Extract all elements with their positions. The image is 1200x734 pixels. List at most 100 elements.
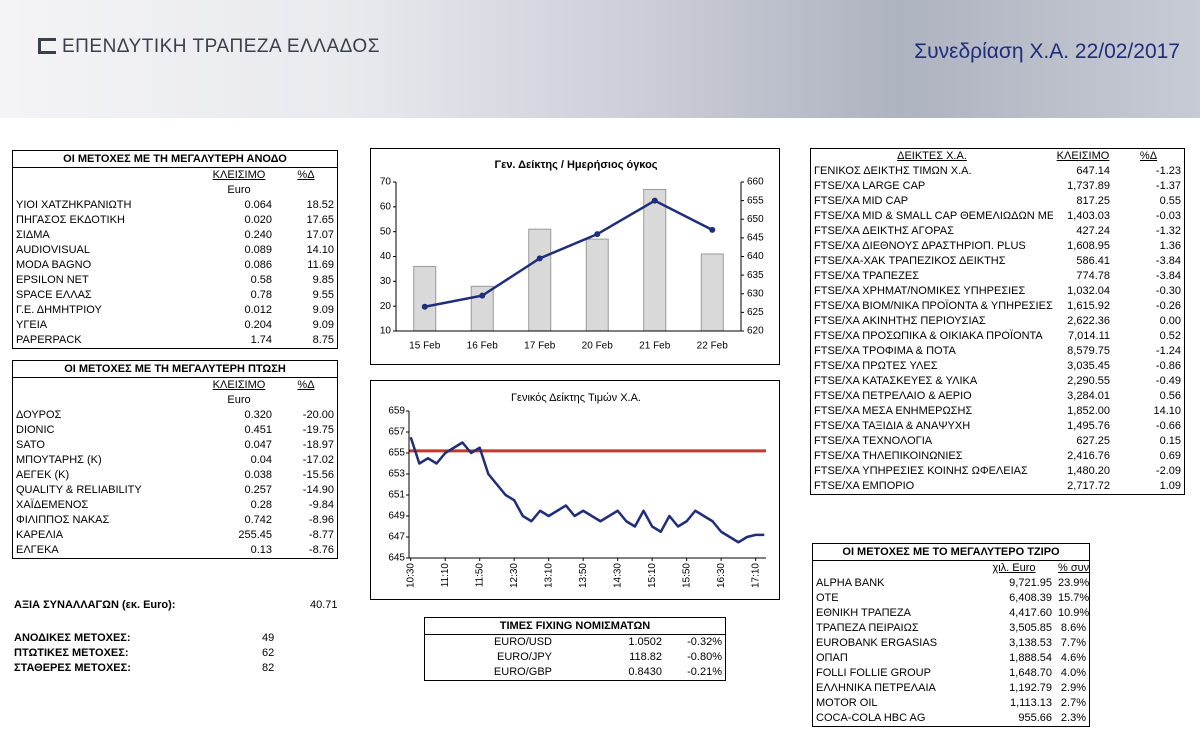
table-cell: 0.257 — [244, 484, 272, 496]
table-cell: 8,579.75 — [1067, 345, 1110, 357]
table-cell: 1,495.76 — [1067, 420, 1110, 432]
header-row: ΚΛΕΙΣΙΜΟ %Δ — [13, 168, 337, 183]
table-cell: EURO/JPY — [496, 651, 552, 663]
table-cell: FTSE/XA ΤΕΧΝΟΛΟΓΙΑ — [814, 435, 933, 447]
x-tick-label: 15 Feb — [409, 341, 441, 352]
table-cell: 1.74 — [250, 334, 272, 346]
table-cell: PAPERPACK — [16, 334, 82, 346]
table-cell: 1,888.54 — [1009, 652, 1052, 664]
table-row: ΣΙΔΜΑ 0.240 17.07 — [13, 228, 337, 243]
table: TIMEΣ FIXING ΝΟΜΙΣΜΑΤΩΝ EURO/USD 1.0502 -0.… — [424, 617, 726, 681]
header-row: ΔΕΙΚΤΕΣ Χ.Α. ΚΛΕΙΣΙΜΟ %Δ — [811, 149, 1184, 164]
table-cell: FTSE/XA ΠΡΟΣΩΠΙΚΑ & ΟΙΚΙΑΚΑ ΠΡΟΪΟΝΤΑ — [814, 330, 1043, 342]
table-cell: 817.25 — [1076, 195, 1110, 207]
table-cell: ΚΑΡΕΛΙΑ — [16, 529, 64, 541]
table-cell: 627.25 — [1076, 435, 1110, 447]
table-cell: -8.96 — [308, 514, 334, 526]
y-tick-label: 647 — [388, 532, 405, 543]
table-cell: Γ.Ε. ΔΗΜΗΤΡΙΟΥ — [16, 304, 102, 316]
table-row: FTSE/XA ΔΕΙΚΤΗΣ ΑΓΟΡΑΣ 427.24 -1.32 — [811, 224, 1184, 239]
table-row: FTSE/XA ΧΡΗΜΑΤ/ΝΟΜΙΚΕΣ ΥΠΗΡΕΣΙΕΣ 1,032.04… — [811, 284, 1184, 299]
table-cell: 0.020 — [244, 214, 272, 226]
table-cell: 1,615.92 — [1067, 300, 1110, 312]
table-row: ΕΘΝΙΚΗ ΤΡΑΠΕΖΑ 4,417.60 10.9% — [813, 606, 1089, 621]
table-cell: FTSE/XA ΠΕΤΡΕΛΑΙΟ & ΑΕΡΙΟ — [814, 390, 972, 402]
table-cell: ΑΕΓΕΚ (Κ) — [16, 469, 70, 481]
table-cell: 2,622.36 — [1067, 315, 1110, 327]
stat-label: ΑΝΟΔΙΚΕΣ ΜΕΤΟΧΕΣ: — [14, 632, 131, 644]
table-cell: FTSE/XA ΑΚΙΝΗΤΗΣ ΠΕΡΙΟΥΣΙΑΣ — [814, 315, 986, 327]
table-row: ΦΙΛΙΠΠΟΣ ΝΑΚΑΣ 0.742 -8.96 — [13, 513, 337, 528]
x-tick-label: 22 Feb — [697, 341, 729, 352]
table-cell: 0.78 — [250, 289, 272, 301]
table-cell: ΜΠΟΥΤΑΡΗΣ (Κ) — [16, 454, 102, 466]
table-title: ΟΙ ΜΕΤΟΧΕΣ ΜΕ ΤΗ ΜΕΓΑΛΥΤΕΡΗ ΑΝΟΔΟ — [13, 151, 337, 168]
table-cell: -2.09 — [1155, 465, 1181, 477]
table-cell: 0.240 — [244, 229, 272, 241]
header-row: ΚΛΕΙΣΙΜΟ %Δ — [13, 378, 337, 393]
x-tick-label: 17 Feb — [524, 341, 556, 352]
table-row: FTSE/XA ΚΑΤΑΣΚΕΥΕΣ & ΥΛΙΚΑ 2,290.55 -0.49 — [811, 374, 1184, 389]
unit-row: Euro — [13, 393, 337, 408]
y2-tick-label: 625 — [747, 307, 764, 318]
table-cell: 14.10 — [306, 244, 334, 256]
table-cell: 0.69 — [1159, 450, 1181, 462]
y-tick-label: 645 — [388, 553, 405, 564]
table-cell: 7,014.11 — [1067, 330, 1110, 342]
stat-value: 62 — [262, 647, 275, 659]
table-cell: 2.3% — [1060, 712, 1086, 724]
x-tick-label: 15:10 — [647, 563, 658, 588]
table-row: QUALITY & RELIABILITY 0.257 -14.90 — [13, 483, 337, 498]
table-cell: 1,403.03 — [1067, 210, 1110, 222]
table-cell: FTSE/XA LARGE CAP — [814, 180, 926, 192]
table-cell: FTSE/XA ΥΠΗΡΕΣΙΕΣ ΚΟΙΝΗΣ ΩΦΕΛΕΙΑΣ — [814, 465, 1028, 477]
unit-label: Euro — [227, 394, 251, 406]
table-cell: ALPHA BANK — [816, 577, 885, 589]
table-cell: 3,035.45 — [1067, 360, 1110, 372]
line — [424, 199, 713, 309]
table-title: ΟΙ ΜΕΤΟΧΕΣ ΜΕ ΤΗ ΜΕΓΑΛΥΤΕΡΗ ΠΤΩΣΗ — [13, 361, 337, 378]
column-header: ΚΛΕΙΣΙΜΟ — [212, 169, 266, 181]
table-row: ΧΑΪΔΕΜΕΝΟΣ 0.28 -9.84 — [13, 498, 337, 513]
table-cell: EPSILON NET — [16, 274, 89, 286]
table-row: FTSE/XA-XAK ΤΡΑΠΕΖΙΚΟΣ ΔΕΙΚΤΗΣ 586.41 -3.8… — [811, 254, 1184, 269]
y2-tick-label: 620 — [747, 326, 764, 337]
table-cell: 11.69 — [307, 259, 334, 271]
table-cell: FTSE/XA MID CAP — [814, 195, 909, 207]
y-tick-label: 10 — [380, 326, 392, 337]
table-row: ΜΠΟΥΤΑΡΗΣ (Κ) 0.04 -17.02 — [13, 453, 337, 468]
y-tick-label: 60 — [380, 201, 392, 212]
table-cell: MOTOR OIL — [816, 697, 878, 709]
chart-title: Γεν. Δείκτης / Ημερήσιος όγκος — [494, 159, 657, 171]
table-cell: ΥΙΟΙ ΧΑΤΖΗΚΡΑΝΙΩΤΗ — [16, 199, 132, 211]
table-cell: EURO/USD — [493, 636, 552, 648]
table-cell: 0.15 — [1159, 435, 1181, 447]
y2-tick-label: 650 — [747, 214, 764, 225]
table-row: ΠΗΓΑΣΟΣ ΕΚΔΟΤΙΚΗ 0.020 17.65 — [13, 213, 337, 228]
column-header: %Δ — [297, 379, 315, 391]
column-header: % συν. — [1058, 562, 1089, 574]
table-cell: 0.28 — [250, 499, 272, 511]
table-cell: 0.00 — [1159, 315, 1181, 327]
table-row: FTSE/XA ΤΡΑΠΕΖΕΣ 774.78 -3.84 — [811, 269, 1184, 284]
table-cell: 0.742 — [244, 514, 272, 526]
y-tick-label: 70 — [380, 177, 392, 188]
table-row: FTSE/XA ΤΡΟΦΙΜΑ & ΠΟΤΑ 8,579.75 -1.24 — [811, 344, 1184, 359]
y2-tick-label: 640 — [747, 251, 764, 262]
table-row: PAPERPACK 1.74 8.75 — [13, 333, 337, 348]
table-title: TIMEΣ FIXING ΝΟΜΙΣΜΑΤΩΝ — [425, 618, 725, 635]
table-row: FTSE/XA ΠΕΤΡΕΛΑΙΟ & ΑΕΡΙΟ 3,284.01 0.56 — [811, 389, 1184, 404]
table-row: SPACE ΕΛΛΑΣ 0.78 9.55 — [13, 288, 337, 303]
table-cell: 15.7% — [1058, 592, 1089, 604]
table-row: ΑΕΓΕΚ (Κ) 0.038 -15.56 — [13, 468, 337, 483]
table-row: FTSE/XA ΤΕΧΝΟΛΟΓΙΑ 627.25 0.15 — [811, 434, 1184, 449]
table-cell: DIONIC — [16, 424, 55, 436]
table-cell: 9,721.95 — [1009, 577, 1052, 589]
table-row: DIONIC 0.451 -19.75 — [13, 423, 337, 438]
table-cell: 2,290.55 — [1067, 375, 1110, 387]
table-cell: 1,608.95 — [1067, 240, 1110, 252]
table-row: FTSE/XA ΜΕΣΑ ΕΝΗΜΕΡΩΣΗΣ 1,852.00 14.10 — [811, 404, 1184, 419]
table-cell: -0.30 — [1155, 285, 1181, 297]
table-row: ΚΑΡΕΛΙΑ 255.45 -8.77 — [13, 528, 337, 543]
table-cell: -3.84 — [1155, 255, 1181, 267]
